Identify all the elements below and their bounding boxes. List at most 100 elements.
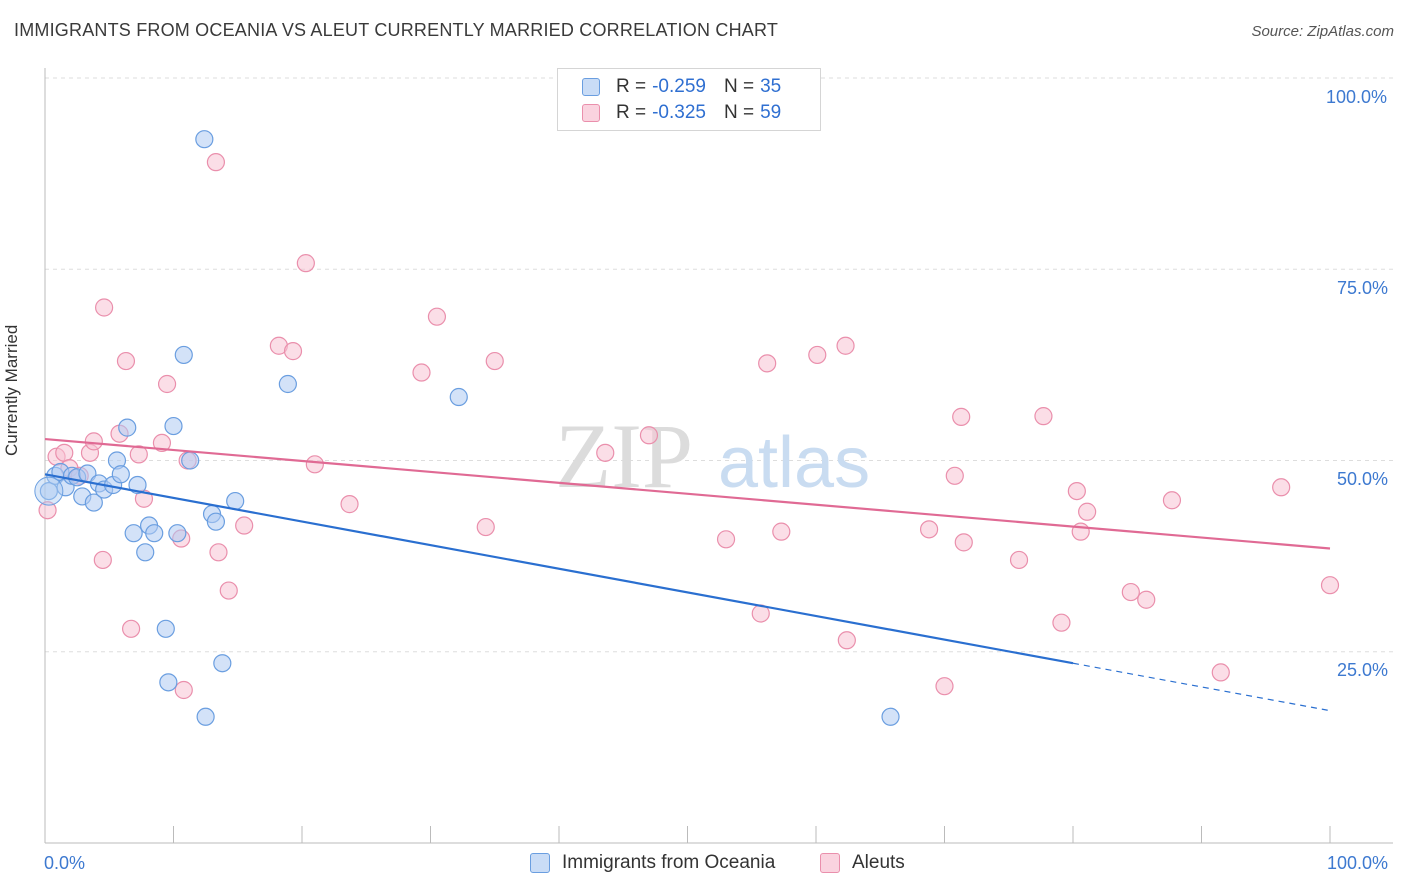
aleut-trend-line: [44, 437, 1331, 550]
oceania-point: [145, 524, 164, 543]
aleut-point: [152, 433, 172, 453]
watermark-atlas: atlas: [718, 423, 870, 503]
legend-row-oceania: R = -0.259 N = 35: [582, 75, 781, 99]
aleut-point: [596, 443, 615, 462]
y-tick-50: 50.0%: [1337, 469, 1389, 489]
aleut-point: [808, 345, 827, 365]
chart-title: IMMIGRANTS FROM OCEANIA VS ALEUT CURRENT…: [14, 20, 779, 40]
oceania-point: [128, 475, 147, 495]
aleut-point: [1272, 478, 1291, 497]
aleut-point: [116, 351, 136, 371]
x-tick-right: 100.0%: [1327, 853, 1389, 873]
y-tick-75: 75.0%: [1337, 278, 1389, 298]
aleut-point: [1211, 663, 1230, 682]
aleut-point: [772, 522, 791, 541]
source-label: Source: ZipAtlas.com: [1251, 23, 1394, 40]
aleut-point: [340, 495, 359, 514]
aleut-point: [121, 619, 141, 638]
aleut-point: [209, 543, 228, 562]
x-tick-left: 0.0%: [44, 853, 86, 873]
correlation-legend: R = -0.259 N = 35 R = -0.325 N = 59: [557, 68, 821, 131]
grid-lines: [45, 77, 1393, 653]
bottom-legend-aleuts: Aleuts: [820, 852, 905, 874]
oceania-point: [34, 476, 64, 506]
aleut-point: [952, 407, 971, 426]
aleut-point: [235, 516, 254, 535]
oceania-point: [118, 418, 137, 437]
aleut-point: [758, 354, 777, 373]
aleut-point: [93, 550, 112, 570]
legend-r-value: -0.325: [652, 102, 706, 123]
bottom-legend-swatch-blue: [530, 853, 550, 873]
aleut-point: [38, 501, 57, 520]
aleut-point: [206, 153, 226, 172]
aleut-point: [1162, 491, 1182, 510]
bottom-legend-label-aleuts: Aleuts: [852, 852, 905, 873]
oceania-point: [278, 374, 297, 394]
aleut-point: [84, 432, 103, 451]
watermark-zip: ZIP: [555, 405, 693, 507]
oceania-point: [213, 654, 232, 673]
legend-n-label: N =: [723, 76, 755, 97]
legend-r-value: -0.259: [652, 76, 706, 97]
aleut-point: [174, 680, 193, 700]
aleut-point: [836, 336, 855, 355]
bottom-legend-label-oceania: Immigrants from Oceania: [562, 852, 776, 873]
aleut-point: [1078, 502, 1097, 521]
aleut-point: [283, 342, 303, 361]
oceania-point: [449, 387, 468, 407]
oceania-trend-extension: [1072, 662, 1331, 712]
aleut-point: [639, 426, 659, 445]
bottom-legend-oceania: Immigrants from Oceania: [530, 852, 775, 874]
aleut-point: [412, 363, 431, 382]
aleut-point: [1067, 482, 1086, 501]
legend-n-value: 59: [760, 102, 782, 123]
oceania-point: [164, 416, 183, 436]
aleut-point: [219, 581, 238, 600]
trend-lines: [44, 437, 1331, 712]
aleut-point: [476, 517, 495, 537]
legend-n-value: 35: [760, 76, 782, 97]
oceania-point: [124, 524, 143, 543]
aleut-point: [1034, 407, 1053, 426]
legend-n-label: N =: [723, 102, 755, 123]
aleut-point: [129, 445, 148, 464]
oceania-point: [168, 524, 187, 543]
bottom-legend-swatch-pink: [820, 853, 840, 873]
legend-swatch-pink: [582, 104, 600, 122]
aleut-point: [837, 631, 856, 650]
y-tick-100: 100.0%: [1326, 87, 1388, 107]
oceania-trend-line: [44, 473, 1074, 665]
axes: [44, 68, 1393, 844]
oceania-point: [195, 130, 214, 149]
aleut-point: [1137, 590, 1156, 609]
watermark: ZIP atlas: [555, 405, 870, 507]
oceania-point: [226, 491, 245, 511]
aleut-point: [1121, 582, 1140, 602]
aleut-point: [95, 298, 114, 317]
oceania-point: [111, 465, 130, 484]
oceania-point: [84, 493, 103, 512]
legend-swatch-blue: [582, 78, 600, 96]
aleut-point: [716, 530, 736, 549]
oceania-point: [206, 512, 226, 531]
aleut-point: [427, 307, 447, 326]
data-points: [34, 130, 1340, 726]
aleut-point: [296, 254, 315, 273]
aleut-point: [157, 374, 177, 394]
aleut-point: [919, 520, 939, 539]
y-tick-25: 25.0%: [1337, 660, 1389, 680]
legend-row-aleuts: R = -0.325 N = 59: [582, 101, 781, 125]
aleut-point: [305, 455, 324, 474]
oceania-point: [196, 707, 215, 726]
oceania-point: [159, 673, 178, 692]
aleut-point: [935, 677, 954, 696]
oceania-point: [156, 619, 175, 638]
oceania-point: [881, 707, 900, 726]
oceania-point: [136, 543, 155, 562]
oceania-point: [174, 345, 193, 365]
legend-r-label: R =: [616, 76, 647, 97]
aleut-point: [945, 466, 964, 485]
aleut-point: [485, 351, 504, 371]
